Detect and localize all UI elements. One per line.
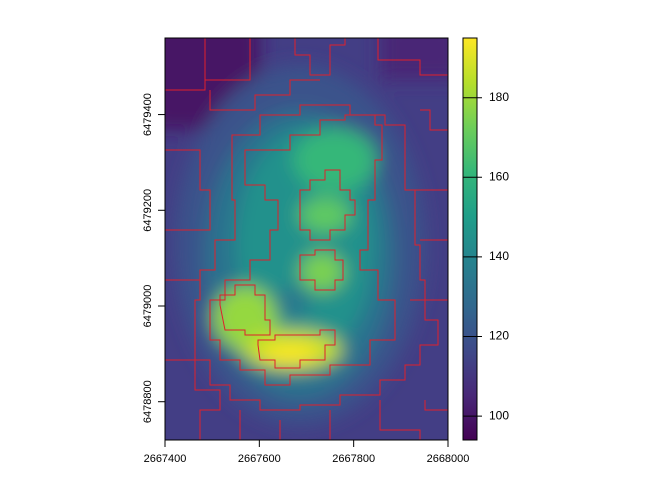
y-tick-label: 6478800 (142, 380, 154, 423)
segment-boundary (219, 284, 271, 336)
colorbar-tick-label: 140 (489, 249, 509, 263)
segment-boundary (209, 114, 396, 386)
x-tick-label: 2668000 (427, 453, 470, 465)
x-tick-label: 2667800 (332, 453, 375, 465)
x-tick-label: 2667600 (238, 453, 281, 465)
colorbar (462, 37, 478, 441)
y-tick-label: 6479400 (142, 93, 154, 136)
raster-image (165, 38, 448, 440)
segment-boundary (165, 38, 448, 111)
colorbar-tick-label: 100 (489, 408, 509, 422)
colorbar-tick-label: 160 (489, 169, 509, 183)
segment-boundary (299, 249, 344, 291)
segment-boundary (299, 169, 356, 241)
x-tick-label: 2667400 (144, 453, 187, 465)
plot-frame (164, 37, 449, 441)
segment-boundary (165, 109, 448, 440)
colorbar-tick-label: 180 (489, 90, 509, 104)
y-tick-label: 6479000 (142, 285, 154, 328)
y-tick-label: 6479200 (142, 189, 154, 232)
segment-boundary (257, 329, 336, 369)
colorbar-tick-label: 120 (489, 329, 509, 343)
